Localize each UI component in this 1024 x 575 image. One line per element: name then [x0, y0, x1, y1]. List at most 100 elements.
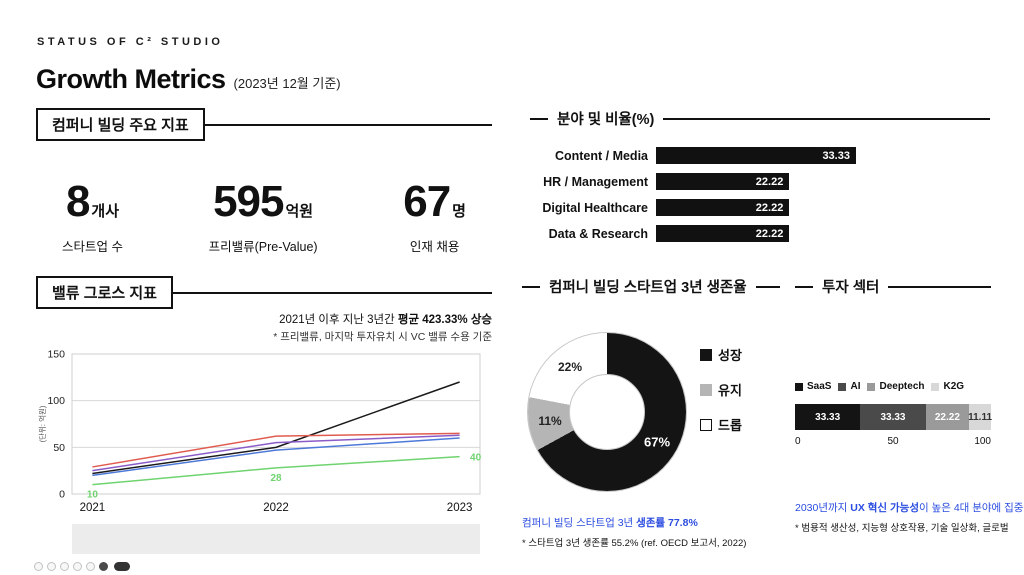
svg-text:(단위: 억원): (단위: 억원) [37, 405, 47, 442]
header-rule-right [755, 285, 780, 288]
svg-text:2022: 2022 [263, 502, 289, 514]
taskbar-app-icon[interactable] [60, 562, 69, 571]
svg-text:100: 100 [47, 395, 65, 407]
legend-swatch [931, 382, 940, 391]
ratio-bar: 33.33 [656, 147, 856, 164]
value-growth-chart: 0 50 100 150 (단위: 억원) 10 28 40 2021 2022 2023 [37, 348, 482, 514]
ratio-bar: 22.22 [656, 199, 790, 216]
legend-item: 드롭 [700, 415, 742, 434]
key-metrics-header: 컴퍼니 빌딩 주요 지표 [36, 108, 205, 141]
ratio-bar: 22.22 [656, 173, 790, 190]
invest-legend: SaaS AI Deeptech K2G [795, 381, 991, 392]
taskbar-app-icon-active[interactable] [99, 562, 108, 571]
taskbar-app-icon[interactable] [34, 562, 43, 571]
legend-item: SaaS [795, 381, 831, 392]
legend-label: AI [850, 381, 861, 392]
legend-item: 성장 [700, 345, 742, 364]
value-growth-section: 밸류 그로스 지표 2021년 이후 지난 3년간 평균 423.33% 상승 … [36, 276, 492, 554]
donut-box: 67% 11% 22% [522, 327, 692, 497]
svg-text:10: 10 [87, 489, 99, 500]
stacked-segment: 33.33 [860, 404, 926, 430]
taskbar-pill-icon[interactable] [114, 562, 130, 571]
stat-unit: 개사 [91, 203, 120, 220]
key-metrics-section: 컴퍼니 빌딩 주요 지표 8 개사 스타트업 수 595 억원 프리밸류(Pre-V… [36, 108, 492, 255]
legend-swatch [700, 418, 712, 431]
annotation-footnote: * 프리밸류, 마지막 투자유치 시 VC 밸류 수용 기준 [273, 330, 492, 343]
donut-slice-label: 11% [538, 414, 562, 428]
taskbar-app-icon[interactable] [86, 562, 95, 571]
ratio-category-label: Digital Healthcare [542, 200, 648, 215]
note-prefix: 컴퍼니 빌딩 스타트업 3년 [522, 517, 637, 529]
ratio-category-label: Data & Research [548, 226, 648, 241]
invest-axis: 0 50 100 [795, 434, 991, 450]
ratio-bar: 22.22 [656, 225, 790, 242]
header-rule-right [888, 285, 991, 288]
legend-item: 유지 [700, 380, 742, 399]
ratio-bar-value: 22.22 [755, 227, 784, 240]
value-growth-header-row: 밸류 그로스 지표 [36, 276, 492, 309]
stacked-segment: 11.11 [968, 404, 992, 430]
ratio-category-label: Content / Media [554, 148, 648, 163]
legend-label: 유지 [718, 383, 742, 398]
survival-section: 컴퍼니 빌딩 스타트업 3년 생존율 67% 11% 22% 성장 유지 드롭 컴퍼니 … [522, 276, 780, 549]
legend-label: SaaS [807, 381, 832, 392]
donut-slice-label: 67% [643, 434, 671, 450]
legend-swatch [838, 382, 847, 391]
taskbar-app-icon[interactable] [47, 562, 56, 571]
stacked-segment: 22.22 [925, 404, 970, 430]
ratio-category-label: HR / Management [543, 174, 648, 189]
stat-pre-value: 595 억원 프리밸류(Pre-Value) [209, 177, 318, 255]
stat-startup-count: 8 개사 스타트업 수 [62, 177, 123, 255]
legend-item: Deeptech [867, 381, 924, 392]
axis-tick: 50 [887, 436, 899, 447]
invest-stacked-bar: 33.33 33.33 22.22 11.11 [795, 404, 992, 430]
ratio-bar-track: 22.22 [656, 199, 990, 216]
stat-figure: 67 명 [403, 177, 466, 227]
note-prefix: 2030년까지 [795, 502, 851, 514]
sector-ratio-header-row: 분야 및 비율(%) [530, 108, 990, 129]
legend-swatch [867, 382, 876, 391]
legend-item: K2G [931, 381, 964, 392]
sector-ratio-chart: Content / Media 33.33 HR / Management 22.22… [530, 147, 990, 242]
stat-hires: 67 명 인재 채용 [403, 177, 466, 255]
survival-header-row: 컴퍼니 빌딩 스타트업 3년 생존율 [522, 276, 780, 297]
growth-annotation: 2021년 이후 지난 3년간 평균 423.33% 상승 * 프리밸류, 마지… [36, 313, 492, 344]
header-rule [204, 123, 492, 126]
legend-label: K2G [943, 381, 965, 392]
survival-header: 컴퍼니 빌딩 스타트업 3년 생존율 [549, 280, 747, 296]
ratio-row: HR / Management 22.22 [530, 173, 990, 190]
title-date-suffix: (2023년 12월 기준) [233, 76, 341, 91]
note-suffix: 이 높은 4대 분야에 집중 [919, 502, 1024, 514]
ratio-bar-value: 22.22 [755, 201, 784, 214]
ratio-bar-value: 33.33 [822, 149, 850, 162]
legend-label: Deeptech [879, 381, 925, 392]
stat-unit: 명 [452, 203, 466, 220]
legend-swatch [795, 382, 803, 391]
title-row: Growth Metrics (2023년 12월 기준) [36, 64, 341, 95]
donut-hole [569, 374, 645, 450]
stat-label: 스타트업 수 [62, 240, 123, 254]
stat-figure: 8 개사 [62, 177, 123, 227]
svg-text:40: 40 [470, 452, 482, 463]
sector-ratio-header: 분야 및 비율(%) [557, 112, 655, 128]
header-rule-left [530, 117, 548, 120]
taskbar-app-icon[interactable] [73, 562, 82, 571]
svg-text:2023: 2023 [447, 502, 473, 514]
sector-ratio-section: 분야 및 비율(%) Content / Media 33.33 HR / Mana… [530, 108, 990, 251]
page-title: Growth Metrics [36, 64, 226, 94]
stat-value: 67 [403, 177, 451, 226]
header-rule-right [663, 117, 990, 120]
legend-swatch [700, 348, 712, 361]
invest-section: 투자 섹터 SaaS AI Deeptech K2G 33.33 33.33 22.22 1… [795, 276, 1023, 534]
survival-chart: 67% 11% 22% 성장 유지 드롭 [522, 327, 780, 497]
svg-text:28: 28 [270, 473, 282, 484]
stat-label: 프리밸류(Pre-Value) [208, 240, 318, 254]
ratio-row: Digital Healthcare 22.22 [530, 199, 990, 216]
ratio-bar-track: 22.22 [656, 225, 990, 242]
note-bold: 생존률 77.8% [636, 517, 698, 529]
stat-value: 8 [65, 177, 91, 226]
legend-item: AI [838, 381, 860, 392]
svg-text:150: 150 [47, 348, 65, 360]
ratio-bar-track: 33.33 [656, 147, 990, 164]
